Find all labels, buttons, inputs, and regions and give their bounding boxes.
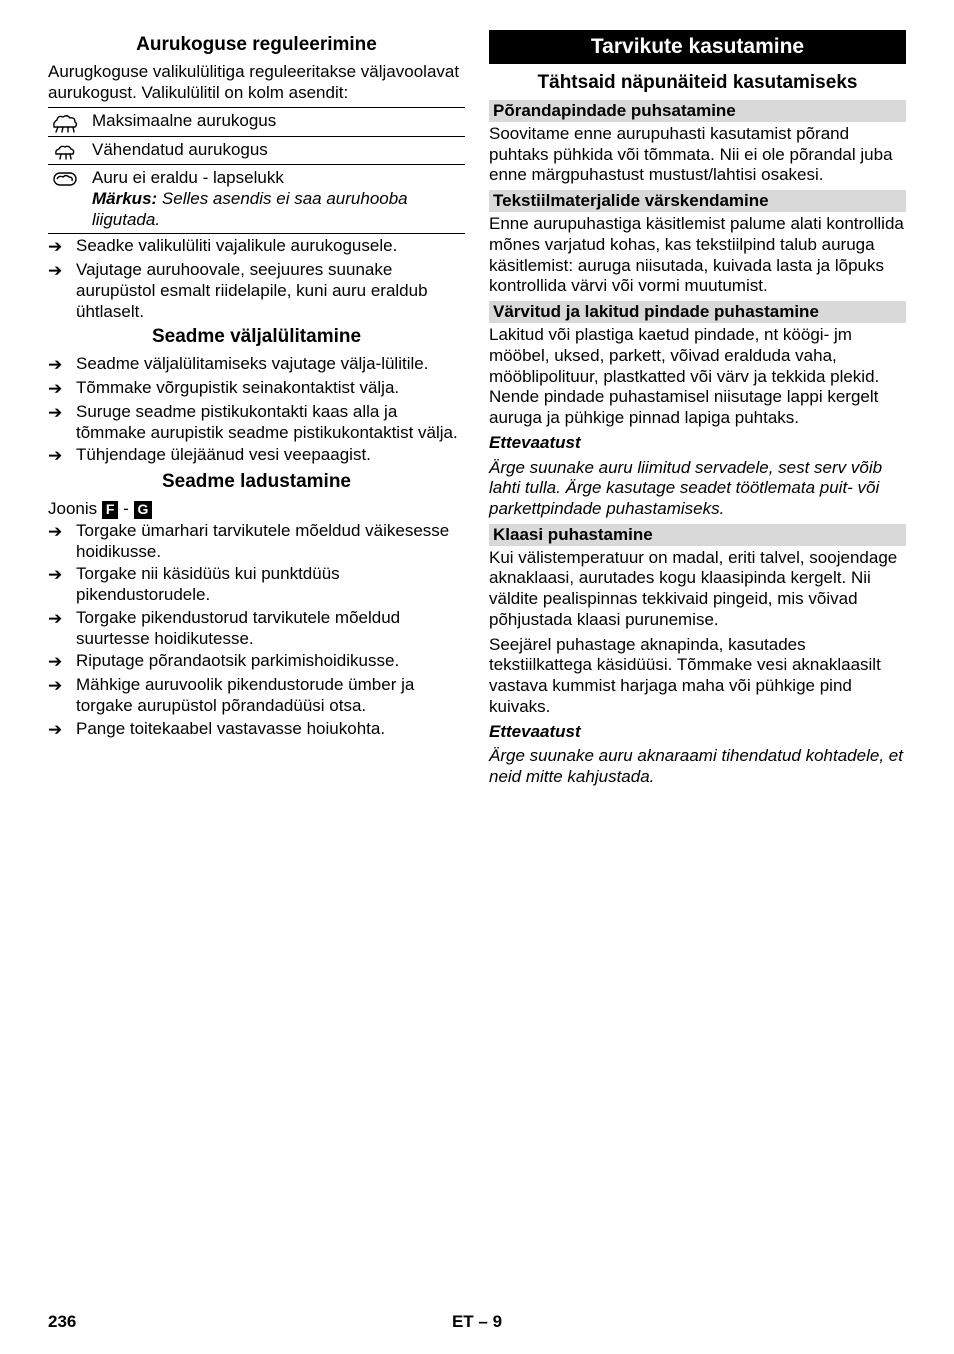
page-footer: 236 ET – 9 — [48, 1312, 906, 1332]
subhead-floor: Põrandapindade puhsatamine — [489, 100, 906, 122]
heading-important-tips: Tähtsaid näpunäiteid kasutamiseks — [489, 72, 906, 94]
steam-mid-icon — [48, 140, 82, 160]
caution-label-1: Ettevaatust — [489, 433, 906, 454]
arrow-item: ➔ Pange toitekaabel vastavasse hoiukohta… — [48, 719, 465, 741]
intro-paragraph: Aurugkoguse valikulülitiga reguleeritaks… — [48, 62, 465, 103]
page: Aurukoguse reguleerimine Aurugkoguse val… — [0, 0, 954, 1354]
arrow-text: Riputage põrandaotsik parkimishoidikusse… — [76, 651, 465, 673]
arrow-item: ➔ Torgake nii käsidüüs kui punktdüüs pik… — [48, 564, 465, 605]
arrow-item: ➔ Torgake pikendustorud tarvikutele mõel… — [48, 608, 465, 649]
arrow-icon: ➔ — [48, 564, 70, 605]
arrow-text: Torgake nii käsidüüs kui punktdüüs piken… — [76, 564, 465, 605]
two-column-layout: Aurukoguse reguleerimine Aurugkoguse val… — [48, 30, 906, 792]
heading-storage: Seadme ladustamine — [48, 471, 465, 493]
arrow-text: Tühjendage ülejäänud vesi veepaagist. — [76, 445, 465, 467]
steam-row-max: Maksimaalne aurukogus — [48, 107, 465, 137]
left-column: Aurukoguse reguleerimine Aurugkoguse val… — [48, 30, 465, 792]
figure-reference: Joonis F - G — [48, 499, 465, 519]
para-painted: Lakitud või plastiga kaetud pindade, nt … — [489, 325, 906, 429]
arrow-icon: ➔ — [48, 236, 70, 258]
arrow-icon: ➔ — [48, 675, 70, 716]
arrow-icon: ➔ — [48, 651, 70, 673]
arrow-icon: ➔ — [48, 521, 70, 562]
arrow-item: ➔ Tõmmake võrgupistik seinakontaktist vä… — [48, 378, 465, 400]
heading-steam-regulation: Aurukoguse reguleerimine — [48, 34, 465, 56]
arrow-text: Seadme väljalülitamiseks vajutage välja-… — [76, 354, 465, 376]
arrow-text: Torgake pikendustorud tarvikutele mõeldu… — [76, 608, 465, 649]
figure-dash: - — [118, 499, 133, 518]
para-textile: Enne aurupuhastiga käsitlemist palume al… — [489, 214, 906, 297]
steam-row-off-text: Auru ei eraldu - lapselukk Märkus: Selle… — [92, 168, 465, 230]
arrow-text: Mähkige auruvoolik pikendustorude ümber … — [76, 675, 465, 716]
arrow-icon: ➔ — [48, 719, 70, 741]
arrow-item: ➔ Mähkige auruvoolik pikendustorude ümbe… — [48, 675, 465, 716]
arrow-text: Pange toitekaabel vastavasse hoiukohta. — [76, 719, 465, 741]
subhead-textile: Tekstiilmaterjalide värskendamine — [489, 190, 906, 212]
arrow-item: ➔ Riputage põrandaotsik parkimishoidikus… — [48, 651, 465, 673]
heading-accessories-band: Tarvikute kasutamine — [489, 30, 906, 64]
arrow-item: ➔ Seadme väljalülitamiseks vajutage välj… — [48, 354, 465, 376]
para-floor: Soovitame enne aurupuhasti kasutamist põ… — [489, 124, 906, 186]
arrow-item: ➔ Suruge seadme pistikukontakti kaas all… — [48, 402, 465, 443]
arrow-text: Tõmmake võrgupistik seinakontaktist välj… — [76, 378, 465, 400]
arrow-item: ➔ Torgake ümarhari tarvikutele mõeldud v… — [48, 521, 465, 562]
steam-max-icon — [48, 111, 82, 133]
steam-off-note-label: Märkus: — [92, 189, 157, 208]
figure-g-badge: G — [134, 501, 153, 519]
steam-row-max-label: Maksimaalne aurukogus — [92, 111, 465, 132]
arrow-text: Suruge seadme pistikukontakti kaas alla … — [76, 402, 465, 443]
caution-text-1: Ärge suunake auru liimitud servadele, se… — [489, 458, 906, 520]
para-glass-a: Kui välistemperatuur on madal, eriti tal… — [489, 548, 906, 631]
arrow-icon: ➔ — [48, 260, 70, 322]
figure-f-badge: F — [102, 501, 119, 519]
arrow-item: ➔ Vajutage auruhoovale, seejuures suunak… — [48, 260, 465, 322]
subhead-painted: Värvitud ja lakitud pindade puhastamine — [489, 301, 906, 323]
steam-off-line1: Auru ei eraldu - lapselukk — [92, 168, 284, 187]
arrow-text: Vajutage auruhoovale, seejuures suunake … — [76, 260, 465, 322]
arrow-item: ➔ Tühjendage ülejäänud vesi veepaagist. — [48, 445, 465, 467]
steam-off-icon — [48, 168, 82, 188]
caution-text-2: Ärge suunake auru aknaraami tihendatud k… — [489, 746, 906, 787]
para-glass-b: Seejärel puhastage aknapinda, kasutades … — [489, 635, 906, 718]
subhead-glass: Klaasi puhastamine — [489, 524, 906, 546]
steam-level-list: Maksimaalne aurukogus Vähendatud aurukog… — [48, 107, 465, 234]
heading-switch-off: Seadme väljalülitamine — [48, 326, 465, 348]
arrow-text: Seadke valikulüliti vajalikule aurukogus… — [76, 236, 465, 258]
arrow-item: ➔ Seadke valikulüliti vajalikule aurukog… — [48, 236, 465, 258]
arrow-icon: ➔ — [48, 354, 70, 376]
caution-label-2: Ettevaatust — [489, 722, 906, 743]
right-column: Tarvikute kasutamine Tähtsaid näpunäitei… — [489, 30, 906, 792]
arrow-icon: ➔ — [48, 608, 70, 649]
arrow-icon: ➔ — [48, 445, 70, 467]
arrow-icon: ➔ — [48, 402, 70, 443]
steam-row-off: Auru ei eraldu - lapselukk Märkus: Selle… — [48, 165, 465, 234]
steam-row-mid: Vähendatud aurukogus — [48, 137, 465, 165]
arrow-text: Torgake ümarhari tarvikutele mõeldud väi… — [76, 521, 465, 562]
page-number-center: ET – 9 — [48, 1312, 906, 1332]
figure-label: Joonis — [48, 499, 102, 518]
steam-row-mid-label: Vähendatud aurukogus — [92, 140, 465, 161]
arrow-icon: ➔ — [48, 378, 70, 400]
